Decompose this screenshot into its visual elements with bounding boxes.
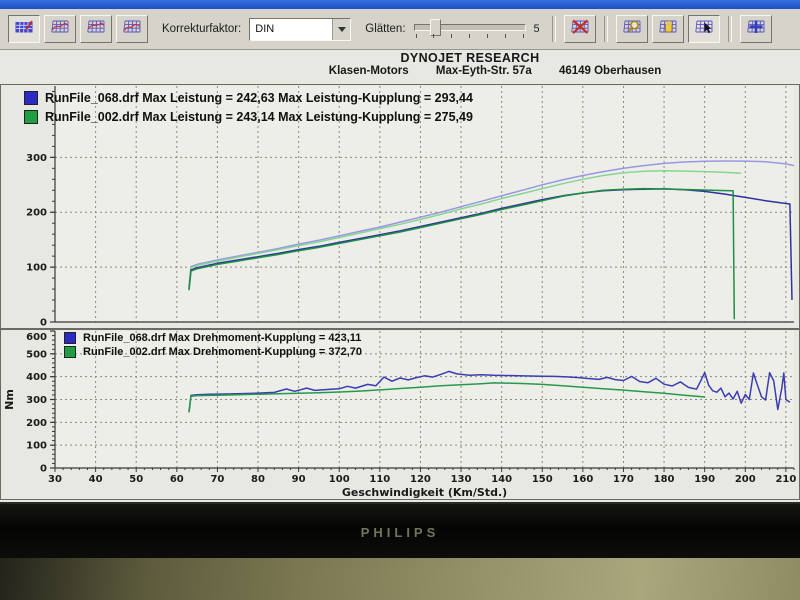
- graph-grid-icon: [50, 19, 70, 40]
- window-titlebar: [0, 0, 800, 9]
- svg-text:200: 200: [26, 418, 47, 429]
- svg-text:300: 300: [26, 153, 47, 164]
- legend-label: RunFile_002.drf Max Drehmoment-Kupplung …: [83, 346, 363, 358]
- multi-run-graph-button[interactable]: [116, 15, 148, 43]
- legend-swatch-blue: [64, 332, 76, 344]
- monitor-brand: PHILIPS: [360, 524, 440, 540]
- correction-factor-value: DIN: [255, 23, 275, 35]
- report-title: DYNOJET RESEARCH: [400, 51, 540, 65]
- zoom-graph-button[interactable]: [615, 15, 648, 43]
- legend-swatch-green: [24, 109, 38, 124]
- legend-label: RunFile_068.drf Max Leistung = 242,63 Ma…: [45, 90, 473, 105]
- svg-text:Geschwindigkeit (Km/Std.): Geschwindigkeit (Km/Std.): [342, 486, 507, 499]
- svg-text:80: 80: [251, 474, 265, 485]
- svg-text:100: 100: [329, 474, 350, 485]
- legend-swatch-blue: [24, 90, 38, 105]
- crosshair-icon: [746, 19, 766, 40]
- svg-text:160: 160: [572, 474, 593, 485]
- svg-text:Nm: Nm: [3, 389, 16, 410]
- legend-row: RunFile_002.drf Max Drehmoment-Kupplung …: [64, 345, 362, 359]
- report-header: DYNOJET RESEARCH Klasen-Motors Max-Eyth-…: [0, 51, 800, 77]
- cursor-arrow-icon: [694, 19, 714, 40]
- delete-graph-icon: [570, 19, 590, 40]
- smoothing-slider[interactable]: [413, 17, 526, 41]
- graph-grid-icon: [86, 19, 106, 40]
- overlay-graph-button[interactable]: [44, 15, 76, 43]
- toolbar-separator: [551, 16, 556, 42]
- svg-text:130: 130: [451, 474, 472, 485]
- svg-text:100: 100: [26, 263, 47, 274]
- svg-text:50: 50: [129, 474, 143, 485]
- monitor-bezel: PHILIPS: [0, 502, 800, 560]
- select-graph-button[interactable]: [687, 15, 720, 43]
- svg-text:200: 200: [735, 474, 756, 485]
- toolbar-separator: [603, 16, 608, 42]
- hand-icon: [658, 19, 678, 40]
- svg-text:190: 190: [694, 474, 715, 485]
- svg-text:120: 120: [410, 474, 431, 485]
- legend-label: RunFile_002.drf Max Leistung = 243,14 Ma…: [45, 109, 473, 124]
- legend-swatch-green: [64, 346, 76, 358]
- torque-legend: RunFile_068.drf Max Drehmoment-Kupplung …: [64, 331, 362, 359]
- street-address: Max-Eyth-Str. 57a: [435, 65, 532, 77]
- svg-text:210: 210: [775, 474, 796, 485]
- slider-groove[interactable]: [413, 24, 526, 31]
- city-address: 46149 Oberhausen: [558, 65, 662, 77]
- torque-chart[interactable]: 0 100 200 300 400 500 600 30 40 50 60 70 80 90 100 110 1…: [0, 329, 800, 500]
- legend-row: RunFile_002.drf Max Leistung = 243,14 Ma…: [24, 107, 473, 126]
- svg-text:300: 300: [26, 395, 47, 406]
- toolbar-separator: [727, 16, 732, 42]
- svg-text:170: 170: [613, 474, 634, 485]
- dyno-run-graph-icon: [14, 19, 34, 40]
- legend-row: RunFile_068.drf Max Drehmoment-Kupplung …: [64, 331, 362, 345]
- run-graph-button[interactable]: [8, 15, 40, 43]
- desk-surface: [0, 558, 800, 600]
- svg-text:60: 60: [170, 474, 184, 485]
- slider-ticks: [415, 34, 524, 39]
- slider-thumb[interactable]: [429, 19, 441, 36]
- company-name: Klasen-Motors: [328, 65, 409, 77]
- svg-text:180: 180: [654, 474, 675, 485]
- svg-text:40: 40: [89, 474, 103, 485]
- correction-factor-label: Korrekturfaktor:: [162, 23, 242, 35]
- svg-text:500: 500: [26, 349, 47, 360]
- smoothing-label: Glätten:: [365, 23, 406, 35]
- pan-graph-button[interactable]: [651, 15, 684, 43]
- legend-label: RunFile_068.drf Max Drehmoment-Kupplung …: [83, 332, 362, 344]
- graph-grid-icon: [122, 19, 142, 40]
- svg-text:600: 600: [26, 332, 47, 343]
- svg-text:140: 140: [491, 474, 512, 485]
- correction-factor-select[interactable]: DIN: [249, 17, 352, 41]
- svg-text:0: 0: [40, 464, 47, 475]
- report-address: Klasen-Motors Max-Eyth-Str. 57a 46149 Ob…: [0, 65, 800, 77]
- smoothing-value: 5: [533, 23, 540, 35]
- delete-graph-button[interactable]: [563, 15, 596, 43]
- power-chart[interactable]: 0 100 200 300: [0, 84, 800, 329]
- svg-text:0: 0: [40, 318, 47, 329]
- svg-text:100: 100: [26, 441, 47, 452]
- chevron-down-icon[interactable]: [332, 18, 351, 40]
- monitor-screen: Korrekturfaktor: DIN Glätten: 5: [0, 0, 800, 502]
- power-legend: RunFile_068.drf Max Leistung = 242,63 Ma…: [24, 88, 473, 126]
- svg-text:90: 90: [292, 474, 306, 485]
- svg-text:400: 400: [26, 372, 47, 383]
- toolbar: Korrekturfaktor: DIN Glätten: 5: [0, 9, 800, 50]
- svg-text:150: 150: [532, 474, 553, 485]
- svg-text:200: 200: [26, 208, 47, 219]
- svg-text:110: 110: [369, 474, 390, 485]
- svg-text:70: 70: [210, 474, 224, 485]
- svg-text:30: 30: [48, 474, 62, 485]
- compare-graph-button[interactable]: [80, 15, 112, 43]
- legend-row: RunFile_068.drf Max Leistung = 242,63 Ma…: [24, 88, 473, 107]
- move-axes-button[interactable]: [739, 15, 772, 43]
- magnifier-icon: [622, 19, 642, 40]
